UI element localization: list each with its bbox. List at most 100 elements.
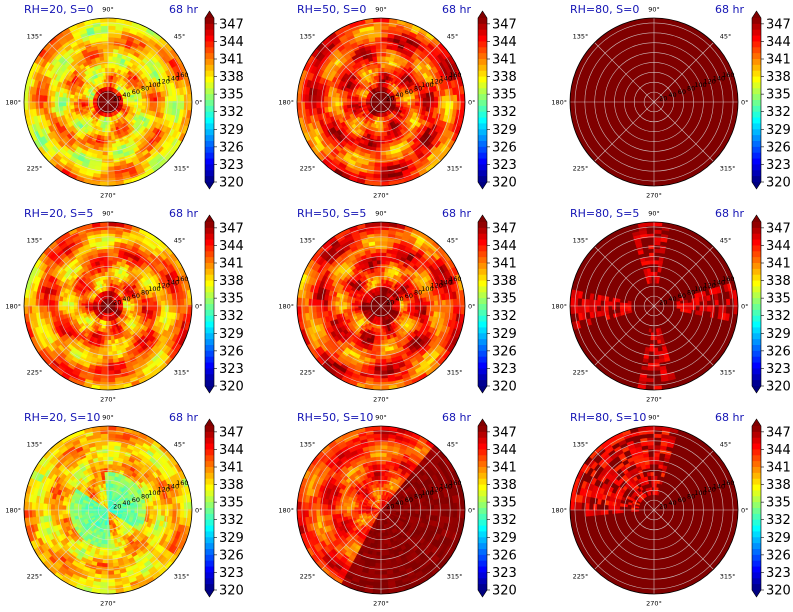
colorbar-segment (205, 560, 214, 568)
colorbar-tick-label: 341 (219, 53, 244, 68)
angle-label: 270° (100, 192, 116, 200)
radial-tick-label: 120 (431, 78, 443, 86)
colorbar-segment (205, 41, 214, 48)
radial-tick-label: 160 (449, 275, 461, 283)
colorbar-tick-label: 338 (492, 478, 517, 493)
panel-time: 68 hr (442, 3, 471, 16)
panel-title: RH=80, S=10 (570, 411, 646, 424)
colorbar-extend-max (752, 215, 761, 222)
colorbar-segment (205, 23, 214, 31)
radial-tick-label: 40 (122, 499, 130, 507)
colorbar-tick-label: 332 (492, 309, 517, 324)
colorbar-segment (478, 431, 487, 439)
polar-outline (23, 425, 193, 595)
colorbar-segment (205, 94, 214, 101)
angle-label: 180° (551, 303, 567, 311)
colorbar: 320 323 326 329 332 335 338 341 344 347 (477, 10, 517, 191)
colorbar-segment (205, 227, 214, 235)
colorbar-tick-label: 347 (766, 425, 791, 440)
colorbar-segment (478, 537, 487, 544)
colorbar-segment (478, 490, 487, 497)
colorbar-segment (752, 76, 761, 83)
colorbar-segment (205, 176, 214, 183)
colorbar-extend-max (205, 215, 214, 222)
colorbar-segment (752, 554, 761, 562)
colorbar-segment (205, 484, 214, 491)
angle-label: 135° (573, 237, 589, 245)
polar-grid (570, 18, 738, 186)
colorbar-segment (752, 566, 761, 573)
colorbar-tick-label: 347 (219, 17, 244, 32)
colorbar-tick-label: 335 (766, 496, 791, 511)
colorbar-segment (752, 426, 761, 433)
colorbar-segment (752, 560, 761, 568)
colorbar-segment (752, 537, 761, 544)
colorbar-segment (752, 152, 761, 160)
colorbar-segment (752, 443, 761, 450)
radial-tick-label: 80 (414, 492, 422, 500)
radial-tick-label: 120 (704, 282, 716, 290)
colorbar-segment (205, 461, 214, 468)
colorbar-segment (205, 123, 214, 130)
colorbar-segment (205, 350, 214, 358)
colorbar-segment (478, 350, 487, 358)
colorbar-segment (478, 472, 487, 480)
colorbar-tick-label: 338 (766, 478, 791, 493)
polar-grid (24, 18, 192, 186)
radial-tick-label: 20 (659, 95, 667, 103)
colorbar-segment (752, 64, 761, 72)
radial-tick-label: 160 (176, 479, 188, 487)
colorbar-tick-label: 341 (766, 257, 791, 272)
colorbar-segment (752, 176, 761, 183)
angle-label: 315° (174, 164, 190, 172)
angle-label: 315° (174, 572, 190, 580)
radial-tick-label: 60 (132, 292, 140, 300)
angle-label: 0° (468, 303, 475, 311)
colorbar-tick-label: 335 (766, 88, 791, 103)
colorbar-tick-label: 341 (219, 257, 244, 272)
colorbar-tick-label: 338 (219, 70, 244, 85)
radial-tick-label: 40 (395, 499, 403, 507)
panel-time: 68 hr (169, 411, 198, 424)
panel-title: RH=50, S=10 (297, 411, 373, 424)
radial-tick-label: 160 (449, 71, 461, 79)
angle-label: 270° (373, 192, 389, 200)
colorbar-segment (478, 94, 487, 101)
colorbar-segment (752, 327, 761, 334)
colorbar-segment (205, 531, 214, 538)
colorbar-segment (752, 467, 761, 474)
colorbar-segment (752, 333, 761, 340)
colorbar-segment (478, 426, 487, 433)
colorbar-segment (752, 141, 761, 148)
colorbar-segment (752, 531, 761, 538)
colorbar-segment (478, 566, 487, 573)
colorbar-segment (205, 47, 214, 54)
colorbar-tick-label: 332 (766, 309, 791, 324)
colorbar-segment (478, 443, 487, 450)
colorbar-segment (752, 70, 761, 78)
colorbar-segment (752, 449, 761, 456)
colorbar-segment (752, 578, 761, 585)
colorbar-segment (205, 280, 214, 287)
angle-label: 45° (720, 237, 732, 245)
colorbar-extend-max (478, 11, 487, 18)
colorbar-segment (205, 35, 214, 42)
colorbar-segment (205, 222, 214, 229)
colorbar-segment (752, 47, 761, 54)
angle-label: 90° (102, 414, 114, 422)
colorbar-segment (205, 437, 214, 445)
radial-tick-label: 60 (132, 496, 140, 504)
radial-tick-label: 80 (687, 492, 695, 500)
colorbar-segment (478, 251, 487, 258)
radial-tick-label: 20 (113, 503, 121, 511)
colorbar-tick-label: 338 (492, 70, 517, 85)
angle-label: 0° (468, 507, 475, 515)
colorbar-segment (205, 508, 214, 515)
colorbar-segment (478, 467, 487, 474)
panel-time: 68 hr (442, 207, 471, 220)
angle-label: 135° (27, 33, 43, 41)
radial-tick-label: 140 (440, 278, 452, 286)
colorbar-segment (752, 431, 761, 439)
radial-tick-label: 120 (158, 78, 170, 86)
